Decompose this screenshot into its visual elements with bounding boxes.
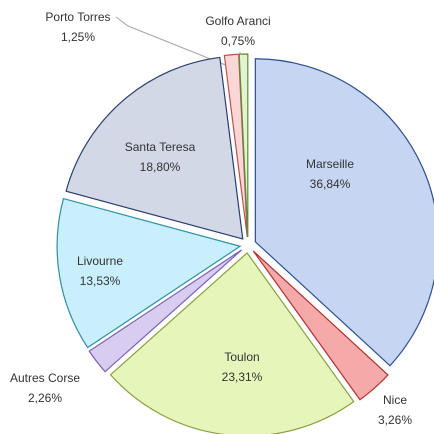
slice-value-label: 2,26%	[28, 391, 62, 405]
pie-slice	[109, 252, 355, 434]
slice-name: Toulon	[224, 350, 259, 364]
leader-line	[115, 16, 229, 67]
pie-slice	[65, 56, 244, 240]
pie-slice	[88, 249, 243, 373]
slice-name: Nice	[383, 393, 407, 407]
slice-name: Golfo Aranci	[205, 14, 270, 28]
slice-name: Santa Teresa	[125, 140, 196, 154]
slice-name: Livourne	[77, 254, 123, 268]
slice-value-label: 18,80%	[140, 160, 181, 174]
slice-name: Porto Torres	[45, 10, 110, 24]
slice-value-label: 36,84%	[310, 177, 351, 191]
pie-slice	[254, 58, 434, 367]
slice-value-label: 0,75%	[221, 34, 255, 48]
pie-slice	[252, 250, 389, 401]
slice-name: Autres Corse	[10, 371, 80, 385]
pie-slice	[56, 197, 242, 349]
slice-name: Marseille	[306, 157, 354, 171]
slice-value-label: 23,31%	[222, 370, 263, 384]
slice-value-label: 13,53%	[80, 274, 121, 288]
slice-value-label: 3,26%	[378, 413, 412, 427]
pie-slice	[238, 53, 249, 238]
slice-value-label: 1,25%	[61, 30, 95, 44]
